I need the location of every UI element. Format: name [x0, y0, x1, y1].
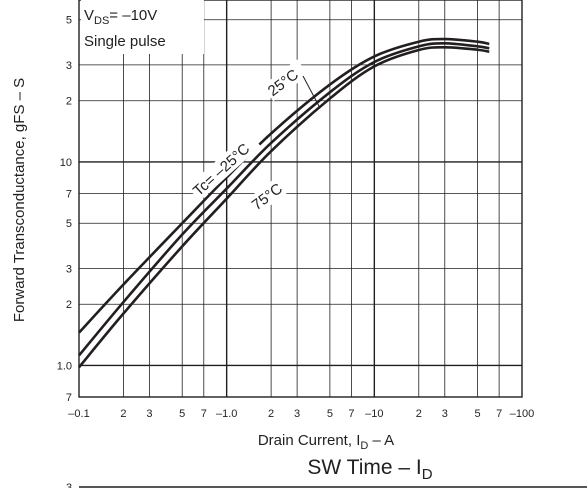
x-axis-title: Drain Current, ID – A	[258, 432, 394, 452]
x-tick-label-2: 3	[146, 408, 152, 420]
y-tick-label-3: 3	[66, 263, 72, 275]
x-tick-label-10: –10	[365, 408, 383, 420]
x-tick-labels: –0.1 2 3 5 7 –1.0 2 3 5 7 –10 2 3 5 7 –100	[68, 408, 534, 420]
second-chart-title: SW Time – ID	[307, 456, 432, 483]
y-tick-label-7: 2	[66, 96, 72, 108]
x-tick-label-1: 2	[120, 408, 126, 420]
y-tick-label-1: 1.0	[57, 360, 72, 372]
y-tick-label-6: 10	[60, 157, 72, 169]
curve-label-25: 25°C	[261, 59, 309, 102]
second-chart-partial-tick: 3	[66, 482, 72, 488]
x-tick-label-15: –100	[510, 408, 534, 420]
conditions-pulse: Single pulse	[84, 33, 166, 50]
y-tick-label-8: 3	[66, 60, 72, 72]
conditions-vds: VDS= –10V	[84, 7, 157, 27]
x-tick-label-7: 3	[294, 408, 300, 420]
x-tick-label-3: 5	[179, 408, 185, 420]
y-tick-label-0: 7	[66, 392, 72, 404]
conditions-box	[81, 0, 204, 54]
x-tick-label-14: 7	[496, 408, 502, 420]
x-tick-label-0: –0.1	[68, 408, 89, 420]
leader-25	[302, 75, 321, 109]
x-tick-label-9: 7	[348, 408, 354, 420]
y-axis-title: Forward Transconductance, gFS – S	[11, 78, 28, 322]
curve-label-75: 75°C	[245, 173, 293, 216]
series-line-2	[77, 46, 490, 369]
plot-frame	[78, 0, 523, 398]
y-tick-label-2: 2	[66, 299, 72, 311]
x-tick-label-5: –1.0	[216, 408, 237, 420]
x-tick-label-13: 5	[474, 408, 480, 420]
series-line-1	[78, 41, 490, 357]
y-tick-label-9: 5	[66, 15, 72, 27]
y-tick-label-4: 5	[66, 218, 72, 230]
x-tick-label-6: 2	[268, 408, 274, 420]
x-tick-label-4: 7	[201, 408, 207, 420]
x-tick-label-12: 3	[442, 408, 448, 420]
y-tick-labels: 71.02357102357	[57, 15, 72, 404]
grid	[79, 0, 522, 398]
series-group	[77, 37, 490, 369]
x-tick-label-8: 5	[327, 408, 333, 420]
x-tick-label-11: 2	[416, 408, 422, 420]
series-line-0	[78, 37, 490, 334]
y-tick-label-5: 7	[66, 189, 72, 201]
